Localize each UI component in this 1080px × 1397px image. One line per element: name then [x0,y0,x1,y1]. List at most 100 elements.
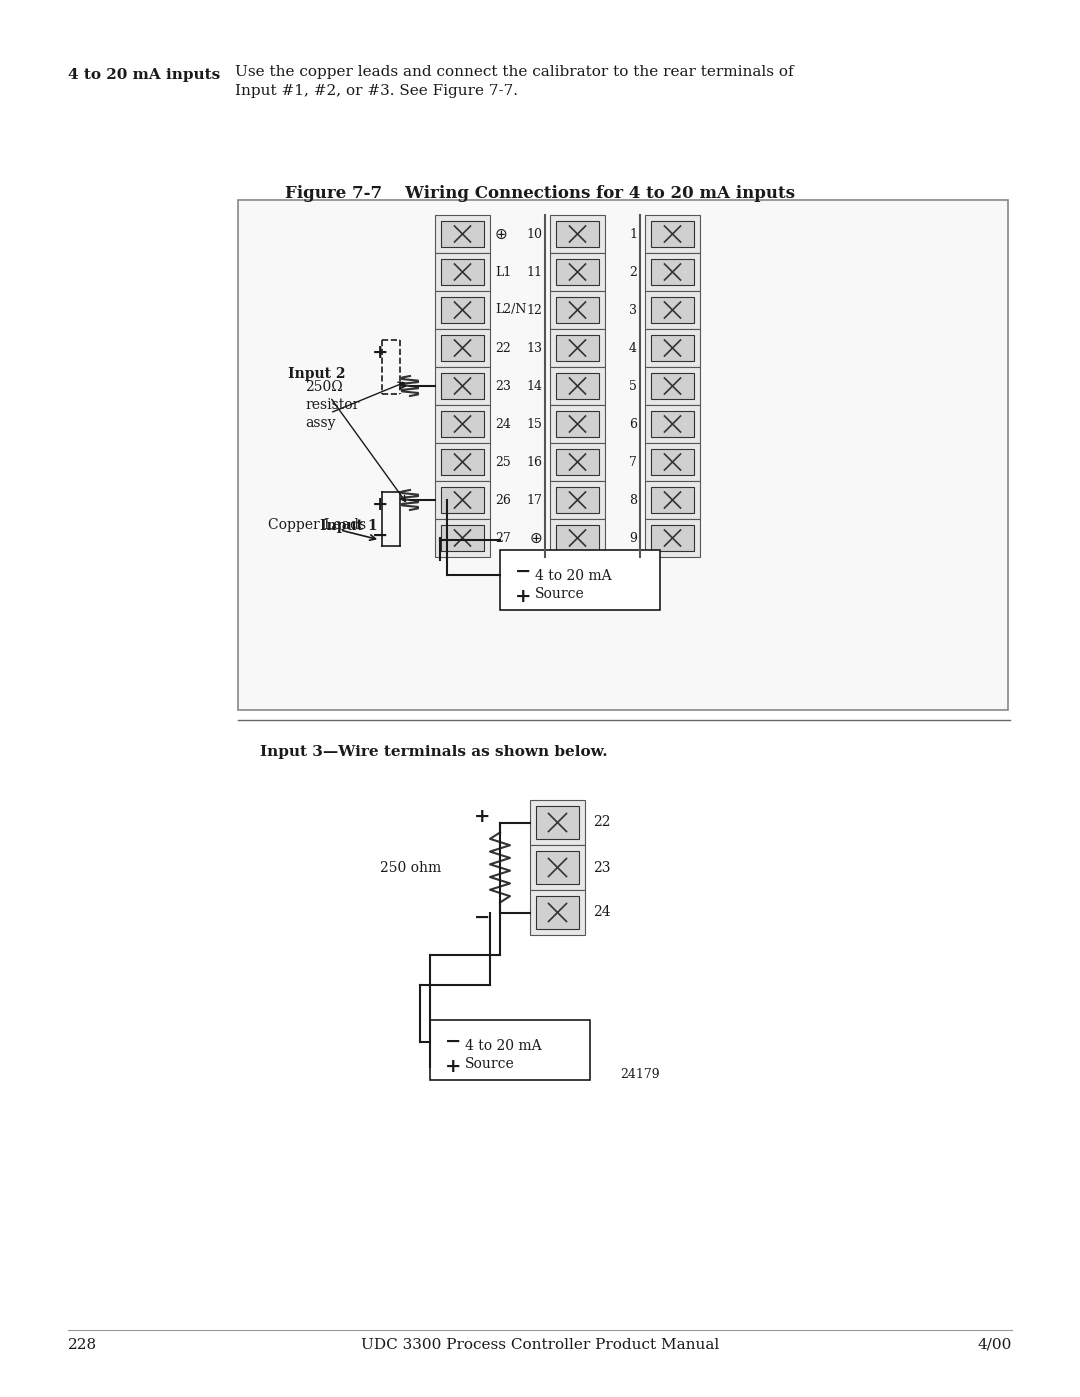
Text: 26: 26 [495,493,511,507]
Text: 5: 5 [630,380,637,393]
Bar [550,215,605,253]
Bar [651,411,694,437]
Bar [530,800,585,845]
Text: 4 to 20 mA inputs: 4 to 20 mA inputs [68,68,220,82]
Bar [536,806,579,840]
Bar [435,405,490,443]
Bar [550,520,605,557]
Bar [550,443,605,481]
Bar [651,298,694,323]
Bar [556,221,599,247]
Text: Input 3—Wire terminals as shown below.: Input 3—Wire terminals as shown below. [260,745,608,759]
Bar [550,481,605,520]
Bar [238,200,1008,710]
Bar [441,335,484,360]
Bar [536,851,579,884]
Bar [651,373,694,400]
Bar [651,258,694,285]
Text: 17: 17 [526,493,542,507]
Text: 10: 10 [526,228,542,240]
Text: −: − [445,1032,461,1051]
Bar [435,443,490,481]
Text: 8: 8 [629,493,637,507]
Text: Input 2: Input 2 [287,367,345,381]
Text: 14: 14 [526,380,542,393]
Bar [530,890,585,935]
Text: 2: 2 [630,265,637,278]
Text: +: + [372,496,388,514]
Bar [645,405,700,443]
Text: +: + [474,809,490,827]
Bar [556,525,599,550]
Text: 3: 3 [629,303,637,317]
Text: 24: 24 [495,418,511,430]
Bar [556,411,599,437]
Bar [435,481,490,520]
Bar [435,291,490,330]
Text: +: + [445,1058,461,1076]
Text: 7: 7 [630,455,637,468]
Bar [651,525,694,550]
Bar [550,405,605,443]
Bar [651,335,694,360]
Bar [651,448,694,475]
Text: −: − [474,908,490,926]
Text: 23: 23 [495,380,511,393]
Bar [435,215,490,253]
Text: Figure 7-7    Wiring Connections for 4 to 20 mA inputs: Figure 7-7 Wiring Connections for 4 to 2… [285,184,795,203]
Text: 4/00: 4/00 [977,1338,1012,1352]
Text: 25: 25 [495,455,511,468]
Bar [435,520,490,557]
Text: 24179: 24179 [620,1069,660,1081]
Text: 24: 24 [593,905,610,919]
Text: Copper Leads: Copper Leads [268,518,366,532]
Bar [651,488,694,513]
Text: 15: 15 [526,418,542,430]
Bar [536,895,579,929]
Bar [645,520,700,557]
Bar [645,367,700,405]
Bar [441,373,484,400]
Bar [430,1020,590,1080]
Bar [645,253,700,291]
Bar [435,253,490,291]
Bar [550,367,605,405]
Bar [441,298,484,323]
Bar [556,298,599,323]
Bar [645,291,700,330]
Text: 4 to 20 mA
Source: 4 to 20 mA Source [465,1039,542,1071]
Text: 22: 22 [495,341,511,355]
Bar [441,221,484,247]
Bar [645,481,700,520]
Bar [500,550,660,610]
Text: 27: 27 [495,531,511,545]
Text: 4: 4 [629,341,637,355]
Text: +: + [372,344,388,362]
Bar [556,335,599,360]
Bar [441,525,484,550]
Text: UDC 3300 Process Controller Product Manual: UDC 3300 Process Controller Product Manu… [361,1338,719,1352]
Bar [550,291,605,330]
Bar [441,258,484,285]
Text: 250Ω
resistor
assy: 250Ω resistor assy [305,380,360,430]
Text: Use the copper leads and connect the calibrator to the rear terminals of
Input #: Use the copper leads and connect the cal… [235,66,794,99]
Text: 4 to 20 mA
Source: 4 to 20 mA Source [535,569,611,601]
Text: 250 ohm: 250 ohm [380,861,442,875]
Text: 228: 228 [68,1338,97,1352]
Bar [441,448,484,475]
Text: L2/N: L2/N [495,303,526,317]
Bar [556,373,599,400]
Text: −: − [515,563,531,581]
Text: 23: 23 [593,861,610,875]
Bar [530,845,585,890]
Bar [550,253,605,291]
Text: 12: 12 [526,303,542,317]
Text: L1: L1 [495,265,511,278]
Text: 11: 11 [526,265,542,278]
Text: ⊕: ⊕ [529,531,542,545]
Bar [435,330,490,367]
Text: 22: 22 [593,816,610,830]
Bar [556,258,599,285]
Text: −: − [372,527,388,545]
Bar [645,215,700,253]
